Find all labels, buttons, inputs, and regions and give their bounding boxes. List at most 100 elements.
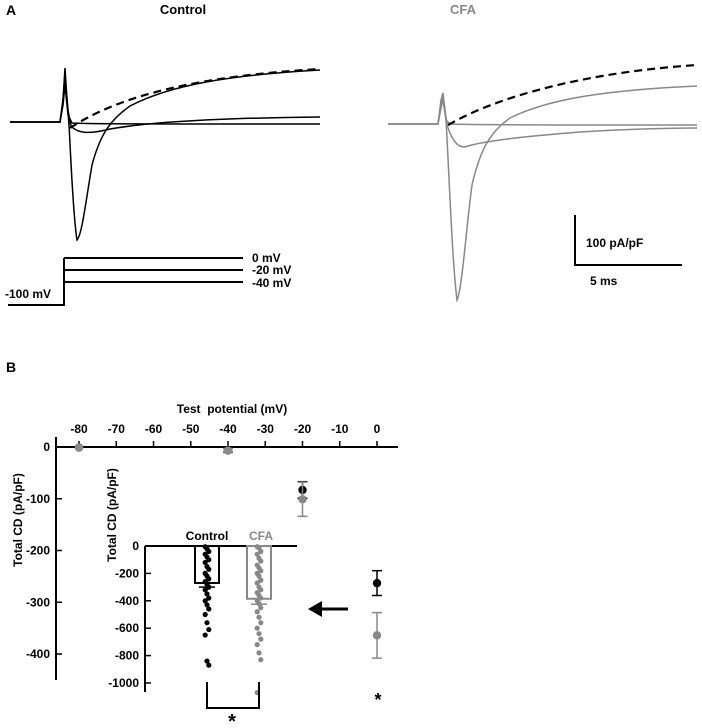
iv-point-cfa bbox=[298, 495, 307, 504]
bar-point-cfa bbox=[258, 636, 264, 642]
control-traces bbox=[10, 67, 321, 242]
bar-point-cfa bbox=[256, 573, 262, 579]
control-fit-dashed bbox=[69, 67, 321, 129]
protocol-holding-line bbox=[8, 258, 65, 306]
bar-point-control bbox=[204, 658, 210, 664]
bar-point-cfa bbox=[256, 631, 262, 637]
bar-point-control bbox=[206, 595, 212, 601]
bar-point-cfa bbox=[254, 609, 260, 615]
scale-bar-time-label: 5 ms bbox=[590, 274, 618, 288]
bar-category-control: Control bbox=[186, 529, 229, 543]
iv-x-tick-label: -50 bbox=[182, 422, 200, 436]
bar-point-control bbox=[206, 662, 212, 668]
bar-point-control bbox=[202, 611, 208, 618]
iv-x-tick-label: -20 bbox=[294, 422, 312, 436]
bar-point-control bbox=[204, 620, 210, 626]
bar-y-tick-label: 0 bbox=[132, 539, 139, 553]
protocol-step-20mv-label: -20 mV bbox=[252, 263, 291, 277]
bar-significance-bracket bbox=[206, 682, 260, 709]
bar-point-control bbox=[202, 632, 208, 638]
bar-point-cfa bbox=[258, 620, 264, 626]
bar-point-control bbox=[202, 587, 208, 593]
bar-point-control bbox=[204, 602, 210, 608]
bar-point-control bbox=[206, 584, 212, 590]
iv-x-tick-label: -60 bbox=[145, 422, 163, 436]
protocol-holding-label: -100 mV bbox=[5, 287, 51, 301]
bar-point-control bbox=[206, 576, 212, 582]
iv-x-tick-label: -10 bbox=[331, 422, 349, 436]
bar-point-control bbox=[206, 557, 212, 563]
bar-y-tick-label: -1000 bbox=[108, 676, 139, 690]
iv-x-tick-label: -80 bbox=[70, 422, 88, 436]
iv-point-cfa bbox=[74, 443, 84, 452]
scale-bar bbox=[574, 215, 682, 266]
cfa-trace-20mv bbox=[388, 94, 698, 148]
bar-axes: 0 -200 -400 -600 -800 -1000 bbox=[108, 539, 297, 692]
control-trace-title: Control bbox=[160, 2, 206, 17]
iv-y-tick-label: -200 bbox=[26, 544, 50, 558]
control-trace-0mv bbox=[10, 67, 321, 242]
iv-x-tick-label: -30 bbox=[257, 422, 275, 436]
scale-bar-current-label: 100 pA/pF bbox=[586, 236, 643, 250]
bar-point-control bbox=[206, 566, 212, 572]
bar-point-cfa bbox=[256, 650, 262, 656]
iv-point-cfa bbox=[223, 446, 233, 455]
bar-point-cfa bbox=[258, 605, 264, 611]
bar-point-cfa bbox=[254, 642, 260, 648]
bar-y-tick-label: -200 bbox=[115, 566, 139, 580]
iv-chart: Test potential (mV) Total CD (pA/pF) -80… bbox=[11, 402, 398, 710]
cfa-trace-title: CFA bbox=[450, 2, 477, 17]
iv-x-tick-label: 0 bbox=[374, 422, 381, 436]
cfa-trace-40mv bbox=[388, 99, 698, 126]
bar-point-cfa bbox=[254, 580, 260, 586]
bar-point-cfa bbox=[256, 600, 262, 607]
bar-category-cfa: CFA bbox=[249, 529, 273, 543]
protocol-step-0mv-label: 0 mV bbox=[252, 251, 281, 265]
panel-a-label: A bbox=[6, 2, 16, 18]
bar-point-control bbox=[202, 559, 208, 566]
bar-point-cfa bbox=[258, 548, 264, 555]
iv-data-points bbox=[74, 443, 382, 659]
bar-point-control bbox=[202, 598, 208, 604]
bar-point-cfa bbox=[258, 568, 264, 574]
iv-point-control bbox=[372, 578, 382, 588]
bar-point-cfa bbox=[258, 577, 264, 583]
bar-point-cfa bbox=[258, 558, 264, 564]
iv-y-tick-label: -100 bbox=[26, 492, 50, 506]
bar-point-control bbox=[206, 626, 212, 633]
protocol-step-40mv-label: -40 mV bbox=[252, 276, 291, 290]
bar-marks bbox=[194, 544, 272, 696]
iv-y-tick-label: -400 bbox=[26, 647, 50, 661]
bar-point-cfa bbox=[258, 595, 264, 601]
panel-b-label: B bbox=[6, 359, 16, 375]
cfa-fit-dashed bbox=[447, 63, 698, 126]
bar-point-cfa bbox=[258, 657, 264, 663]
bar-y-axis-label: Total CD (pA/pF) bbox=[105, 468, 119, 562]
iv-significance-star: * bbox=[374, 690, 381, 710]
iv-x-tick-label: -70 bbox=[108, 422, 126, 436]
bar-point-control bbox=[204, 591, 210, 597]
arrow-icon bbox=[308, 601, 348, 617]
bar-point-control bbox=[206, 606, 212, 612]
bar-point-cfa bbox=[256, 614, 262, 620]
bar-point-cfa bbox=[258, 587, 264, 593]
bar-significance-star: * bbox=[228, 711, 236, 728]
control-trace-20mv bbox=[10, 74, 321, 134]
control-trace-40mv bbox=[10, 84, 321, 125]
inset-bar-chart: Total CD (pA/pF) Control CFA 0 -200 -400 -6… bbox=[105, 468, 297, 728]
iv-y-tick-label: -300 bbox=[26, 595, 50, 609]
iv-y-axis-label: Total CD (pA/pF) bbox=[11, 473, 25, 567]
cfa-trace-0mv bbox=[388, 85, 698, 303]
iv-x-axis-label: Test potential (mV) bbox=[177, 402, 287, 416]
bar-point-cfa bbox=[254, 625, 260, 631]
voltage-protocol bbox=[8, 257, 243, 306]
iv-x-tick-label: -40 bbox=[219, 422, 237, 436]
bar-y-tick-label: -800 bbox=[115, 649, 139, 663]
iv-point-cfa bbox=[372, 631, 382, 640]
bar-point-control bbox=[206, 548, 212, 555]
bar-y-tick-label: -400 bbox=[115, 594, 139, 608]
iv-y-tick-label: 0 bbox=[43, 440, 50, 454]
bar-y-tick-label: -600 bbox=[115, 621, 139, 635]
cfa-traces bbox=[388, 85, 698, 303]
